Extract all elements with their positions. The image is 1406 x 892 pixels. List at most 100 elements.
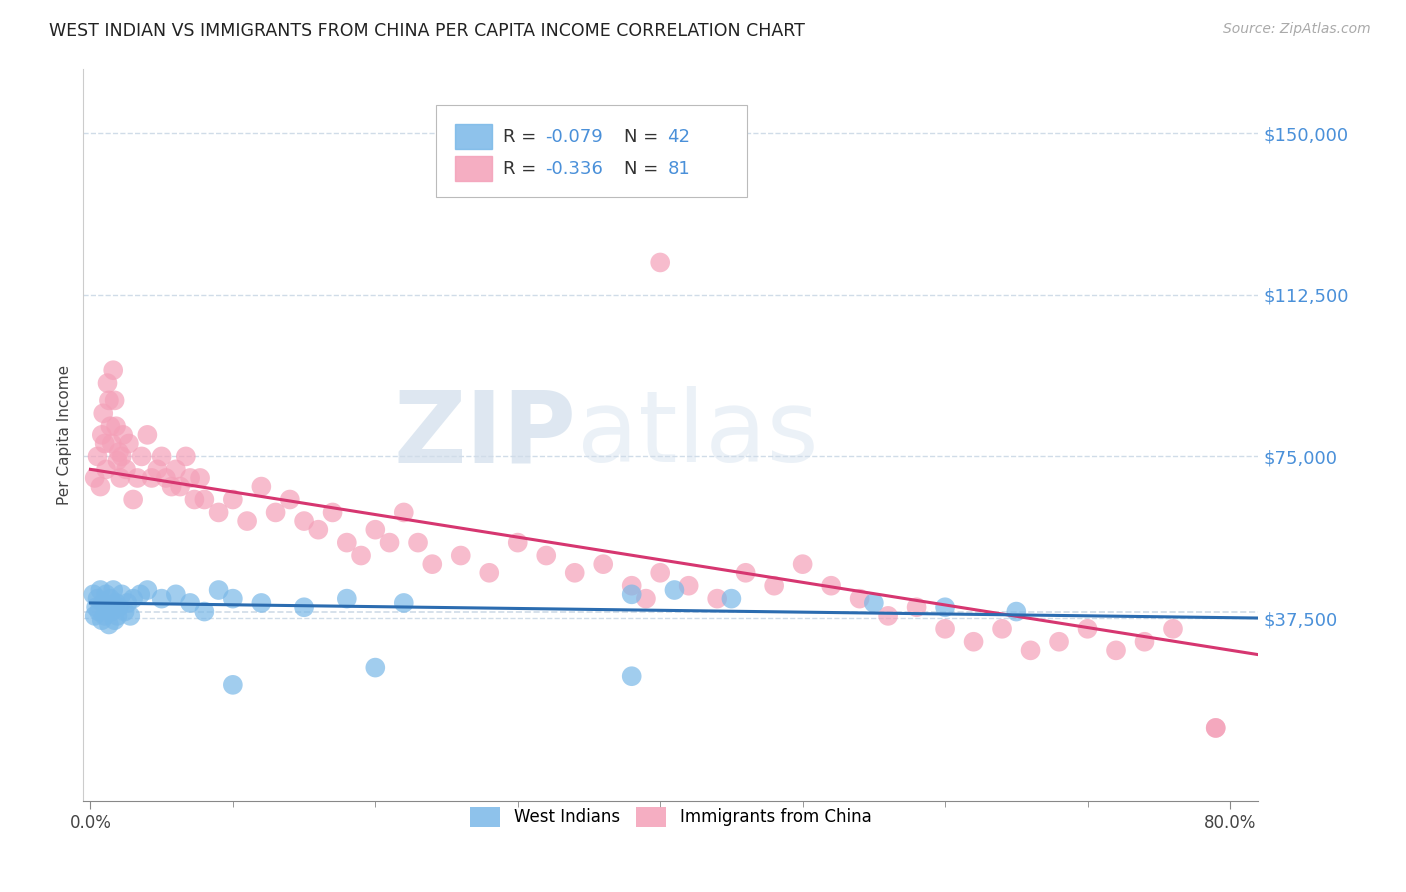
Point — [420, 557, 443, 571]
Text: Source: ZipAtlas.com: Source: ZipAtlas.com — [1223, 22, 1371, 37]
Point — [236, 514, 259, 528]
Point — [122, 492, 145, 507]
Point — [207, 582, 229, 597]
Point — [193, 492, 215, 507]
Point — [146, 462, 169, 476]
Point — [292, 600, 315, 615]
Text: WEST INDIAN VS IMMIGRANTS FROM CHINA PER CAPITA INCOME CORRELATION CHART: WEST INDIAN VS IMMIGRANTS FROM CHINA PER… — [49, 22, 806, 40]
Point — [105, 596, 128, 610]
Point — [720, 591, 742, 606]
Point — [83, 471, 105, 485]
Point — [155, 471, 177, 485]
Point — [115, 462, 138, 476]
Point — [104, 613, 127, 627]
Point — [336, 591, 359, 606]
Point — [991, 622, 1014, 636]
Point — [222, 678, 245, 692]
Point — [592, 557, 614, 571]
Point — [150, 450, 173, 464]
Point — [664, 582, 686, 597]
Point — [364, 523, 387, 537]
Point — [174, 450, 197, 464]
Point — [307, 523, 329, 537]
Point — [1205, 721, 1227, 735]
Point — [84, 600, 107, 615]
Point — [141, 471, 163, 485]
Point — [179, 596, 201, 610]
Point — [101, 436, 124, 450]
Point — [165, 587, 187, 601]
Point — [392, 505, 415, 519]
Point — [620, 669, 643, 683]
Point — [89, 582, 111, 597]
Point — [87, 605, 110, 619]
Point — [98, 419, 121, 434]
Point — [763, 579, 786, 593]
Text: -0.336: -0.336 — [546, 160, 603, 178]
Point — [169, 479, 191, 493]
Point — [1005, 605, 1028, 619]
Point — [82, 587, 104, 601]
Point — [478, 566, 501, 580]
Point — [93, 436, 115, 450]
Point — [650, 255, 672, 269]
Point — [91, 596, 114, 610]
Point — [564, 566, 586, 580]
Point — [364, 660, 387, 674]
Point — [222, 591, 245, 606]
Point — [634, 591, 657, 606]
Point — [792, 557, 814, 571]
Point — [122, 591, 145, 606]
Point — [117, 596, 139, 610]
Y-axis label: Per Capita Income: Per Capita Income — [58, 365, 72, 505]
Point — [111, 450, 134, 464]
Point — [131, 450, 153, 464]
Point — [222, 492, 245, 507]
Point — [136, 428, 159, 442]
Point — [97, 393, 120, 408]
Point — [101, 605, 124, 619]
Point — [90, 613, 112, 627]
Point — [86, 591, 108, 606]
Text: ZIP: ZIP — [394, 386, 576, 483]
Point — [207, 505, 229, 519]
Point — [506, 535, 529, 549]
Point — [183, 492, 205, 507]
Point — [292, 514, 315, 528]
Point — [120, 608, 142, 623]
Point — [136, 582, 159, 597]
Point — [104, 393, 127, 408]
Point — [264, 505, 287, 519]
Point — [129, 587, 152, 601]
Point — [877, 608, 900, 623]
Point — [111, 587, 134, 601]
Point — [108, 600, 131, 615]
Point — [107, 454, 129, 468]
Legend: West Indians, Immigrants from China: West Indians, Immigrants from China — [464, 801, 879, 833]
FancyBboxPatch shape — [436, 105, 747, 197]
Point — [83, 608, 105, 623]
Text: N =: N = — [624, 128, 664, 145]
Point — [962, 634, 984, 648]
Point — [193, 605, 215, 619]
Point — [114, 605, 136, 619]
Point — [322, 505, 344, 519]
Point — [110, 471, 132, 485]
Point — [97, 617, 120, 632]
Point — [620, 579, 643, 593]
Point — [250, 596, 273, 610]
Point — [1161, 622, 1184, 636]
Point — [848, 591, 870, 606]
Point — [112, 428, 135, 442]
Point — [105, 419, 128, 434]
Point — [1047, 634, 1070, 648]
Point — [734, 566, 756, 580]
Point — [89, 479, 111, 493]
Point — [127, 471, 149, 485]
FancyBboxPatch shape — [454, 124, 492, 149]
Point — [278, 492, 301, 507]
FancyBboxPatch shape — [454, 156, 492, 181]
Point — [350, 549, 373, 563]
Point — [103, 363, 125, 377]
Point — [863, 596, 886, 610]
